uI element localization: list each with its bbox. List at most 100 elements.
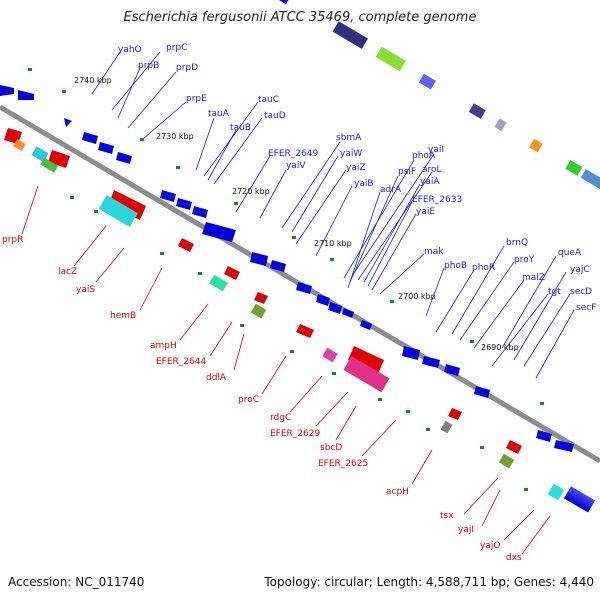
gene-arrow: [160, 190, 176, 202]
tick-label: 2740 kbp: [74, 76, 112, 85]
gene-block: [418, 73, 436, 90]
gene-label: acpH: [386, 487, 409, 497]
gene-label: prpC: [166, 43, 187, 53]
gene-label: yaiV: [286, 161, 306, 171]
gene-label: EFER_2625: [318, 459, 368, 469]
gene-arrow: [250, 252, 268, 266]
gene-label: aroL: [422, 165, 442, 175]
gene-arrow: [474, 386, 490, 398]
gene-label: queA: [558, 248, 582, 258]
tick-label: 2700 kbp: [398, 292, 436, 301]
gene-label: yaiE: [416, 207, 435, 217]
gene-label: psiF: [398, 167, 416, 177]
forward-gene-labels: yahO prpC prpB prpD prpE tauC tauA tauB …: [118, 43, 596, 313]
gene-block: [209, 274, 228, 292]
gene-label: dxs: [506, 553, 522, 563]
gene-block: [13, 139, 26, 152]
gene-arrow: [116, 152, 132, 164]
gene-block: [547, 483, 565, 501]
gene-label: yajI: [458, 525, 474, 535]
gene-label: prpB: [138, 61, 159, 71]
gene-label: ampH: [150, 341, 177, 351]
gene-arrow: [98, 142, 114, 154]
gene-block: [563, 486, 596, 513]
gene-label: adrA: [380, 185, 402, 195]
gene-label: mak: [424, 247, 444, 257]
gene-label: yaiW: [340, 149, 362, 159]
map-title: Escherichia fergusonii ATCC 35469, compl…: [123, 10, 477, 25]
gene-label: yahO: [118, 45, 142, 55]
gene-arrow: [176, 198, 192, 210]
gene-arrow: [270, 260, 286, 272]
gene-block: [270, 0, 292, 5]
gene-arrow: [296, 324, 314, 338]
gene-block: [98, 194, 138, 228]
gene-label: rdgC: [270, 413, 291, 423]
gene-block: [343, 356, 390, 393]
gene-label: proC: [238, 395, 259, 405]
gene-label: proY: [514, 255, 535, 265]
gene-label: tauA: [208, 109, 230, 119]
gene-block: [565, 160, 583, 176]
tick-label: 2720 kbp: [232, 187, 270, 196]
gene-arrow: [554, 440, 574, 452]
tick-label: 2690 kbp: [481, 343, 519, 352]
gene-arrow: [296, 282, 312, 294]
gene-label: EFER_2629: [270, 429, 320, 439]
gene-label: tgt: [548, 287, 561, 297]
gene-arrow: [316, 294, 330, 306]
gene-arrow: [360, 320, 372, 330]
gene-block: [498, 453, 515, 469]
gene-block: [40, 157, 59, 173]
reverse-leader-lines: [21, 185, 551, 555]
gene-label: prpD: [176, 63, 198, 73]
gene-block: [332, 21, 368, 49]
gene-arrow: [202, 222, 236, 242]
gene-label: yajC: [570, 265, 590, 275]
gene-arrow: [348, 346, 384, 374]
gene-label: EFER_2649: [268, 149, 318, 159]
gene-label: yaiI: [428, 145, 444, 155]
gene-label: EFER_2644: [156, 357, 206, 367]
tick-marks: 2740 kbp 2730 kbp 2720 kbp 2710 kbp 2700…: [74, 76, 519, 352]
gene-arrow: [254, 292, 268, 304]
tick-label: 2730 kbp: [156, 132, 194, 141]
gene-label: yajO: [480, 541, 500, 551]
accession-text: Accession: NC_011740: [8, 575, 145, 589]
gene-label: phoB: [444, 261, 467, 271]
gene-label: prpE: [186, 94, 207, 104]
gene-label: yaiA: [420, 177, 440, 187]
gene-label: secD: [570, 287, 592, 297]
gene-block: [580, 169, 600, 193]
gene-label: sbcD: [320, 443, 342, 453]
gene-label: tauD: [264, 111, 286, 121]
gene-label: secF: [576, 303, 596, 313]
gene-label: EFER_2633: [412, 195, 462, 205]
gene-arrow: [82, 132, 98, 144]
gene-label: brnQ: [506, 238, 528, 248]
gene-arrow: [0, 85, 14, 96]
gene-label: tauB: [230, 123, 251, 133]
gene-arrow: [224, 266, 240, 280]
gene-label: prpR: [2, 235, 23, 245]
tick-label: 2710 kbp: [314, 239, 352, 248]
gene-block: [250, 303, 267, 319]
gene-block: [322, 347, 338, 363]
gene-arrow: [422, 356, 440, 368]
gene-label: phoR: [472, 263, 495, 273]
gene-arrow: [18, 90, 34, 100]
gene-block: [529, 138, 543, 153]
gene-label: lacZ: [58, 267, 77, 277]
reverse-gene-labels: prpR lacZ yaiS hemB ampH EFER_2644 ddlA …: [2, 235, 522, 563]
gene-arrow: [342, 308, 354, 318]
strand-dots: [28, 68, 544, 491]
gene-label: tsx: [440, 511, 454, 521]
gene-label: yaiS: [76, 285, 95, 295]
gene-label: tauC: [258, 95, 279, 105]
gene-block: [494, 118, 507, 132]
gene-arrow: [328, 302, 342, 314]
forward-leader-lines: [91, 51, 575, 379]
gene-arrow: [192, 206, 208, 218]
